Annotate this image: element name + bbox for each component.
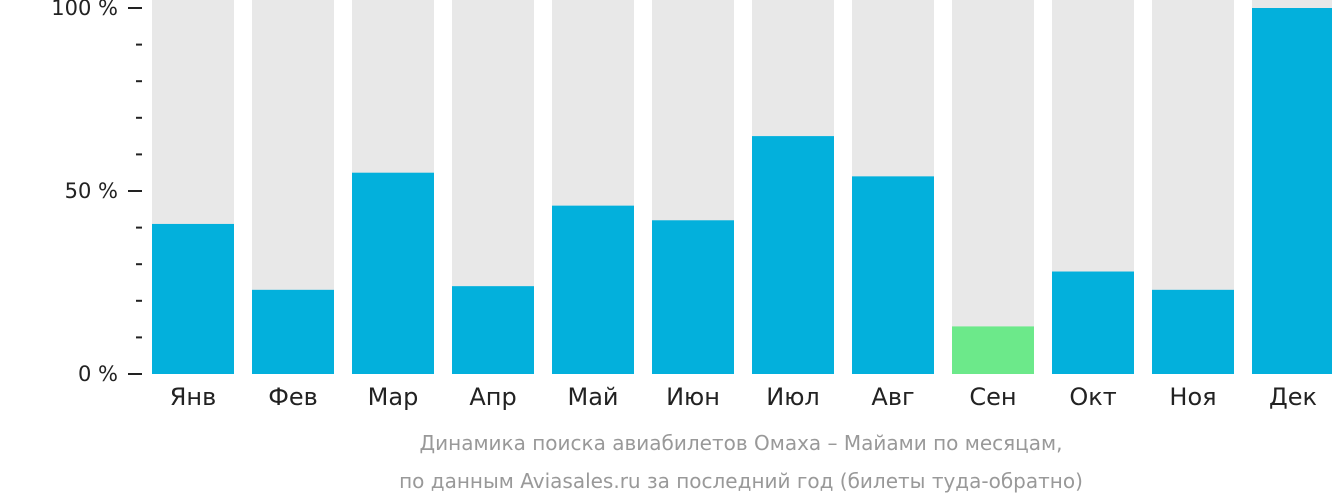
y-tick-label: 0 % (78, 362, 118, 386)
x-tick-label: Июн (666, 383, 720, 411)
chart-caption-line-1: Динамика поиска авиабилетов Омаха – Майа… (419, 431, 1063, 455)
bar-1 (152, 223, 234, 374)
x-tick-label: Фев (268, 383, 318, 411)
y-axis: 0 % 50 % 100 % (51, 0, 142, 386)
bar-9 (952, 326, 1034, 374)
bar-6 (652, 220, 734, 374)
bar-chart: 0 % 50 % 100 % Янв Фев Мар Апр Май Июн Июл Авг Сен… (51, 0, 1332, 411)
bar-8 (852, 176, 934, 374)
x-tick-label: Янв (170, 383, 217, 411)
bar-2 (252, 289, 334, 374)
bar-12 (1252, 8, 1332, 374)
data-bars (152, 8, 1332, 374)
bar-5 (552, 205, 634, 374)
x-axis-labels: Янв Фев Мар Апр Май Июн Июл Авг Сен Окт Ноя Дек (170, 383, 1317, 411)
x-tick-label: Окт (1069, 383, 1116, 411)
bar-11 (1152, 289, 1234, 374)
x-tick-label: Сен (969, 383, 1016, 411)
x-tick-label: Ноя (1169, 383, 1216, 411)
bar-3 (352, 172, 434, 374)
x-tick-label: Дек (1269, 383, 1317, 411)
bar-7 (752, 136, 834, 374)
bar-10 (1052, 271, 1134, 374)
x-tick-label: Мар (368, 383, 419, 411)
x-tick-label: Июл (766, 383, 820, 411)
x-tick-label: Апр (469, 383, 516, 411)
y-tick-label: 100 % (51, 0, 118, 20)
x-tick-label: Авг (871, 383, 914, 411)
chart-caption-line-2: по данным Aviasales.ru за последний год … (399, 469, 1083, 493)
x-tick-label: Май (567, 383, 618, 411)
bar-background-9 (952, 0, 1034, 374)
bar-4 (452, 286, 534, 374)
y-tick-label: 50 % (65, 179, 118, 203)
